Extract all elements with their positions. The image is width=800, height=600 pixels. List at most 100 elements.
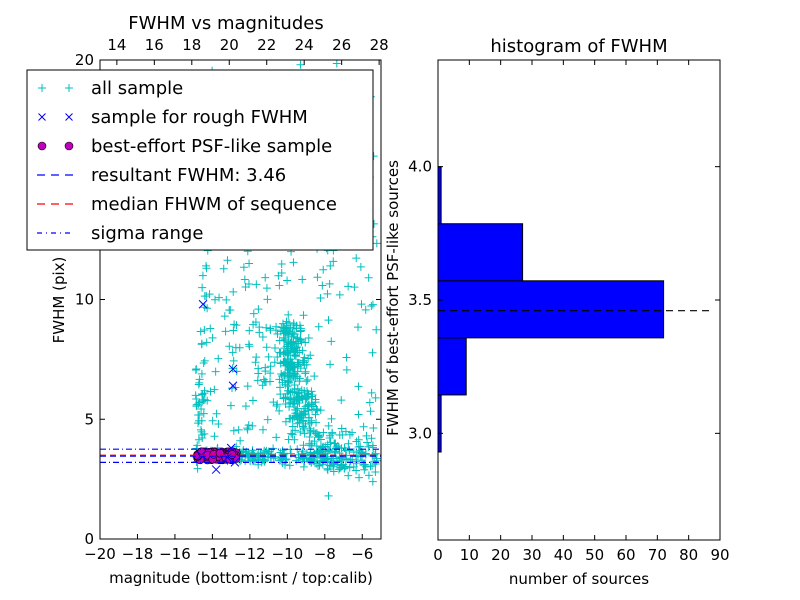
all-sample-point [290,397,299,406]
all-sample-point [357,300,366,309]
all-sample-point [345,463,354,472]
all-sample-point [305,439,314,448]
all-sample-point [198,271,207,280]
all-sample-point [361,462,370,471]
all-sample-point [296,427,305,436]
all-sample-point [263,449,272,458]
all-sample-point [243,382,252,391]
all-sample-point [299,441,308,450]
all-sample-point [337,396,346,405]
all-sample-point [245,259,254,268]
all-sample-point [214,420,223,429]
x-tick-label: 40 [554,546,573,564]
legend-circle-icon [64,141,74,151]
all-sample-point [364,471,373,480]
all-sample-point [198,389,207,398]
all-sample-point [275,406,284,415]
all-sample-point [323,452,332,461]
legend-label: median FHWM of sequence [91,194,337,215]
all-sample-point [290,330,299,339]
all-sample-point [329,257,338,266]
x-tick-label: 20 [491,546,510,564]
all-sample-point [272,401,281,410]
all-sample-point [304,333,313,342]
all-sample-point [274,271,283,280]
x-tick-label: −18 [122,545,154,563]
all-sample-point [289,370,298,379]
all-sample-point [211,295,220,304]
all-sample-point [229,326,238,335]
all-sample-point [296,60,305,69]
all-sample-point [295,358,304,367]
legend-label: sigma range [91,223,203,244]
all-sample-point [302,377,311,386]
all-sample-point [283,276,292,285]
all-sample-point [314,461,323,470]
y-tick-label: 0 [84,530,94,548]
all-sample-point [225,306,234,315]
all-sample-point [341,462,350,471]
histogram-y-label: FWHM of best-effort PSF-like sources [384,160,402,436]
all-sample-point [285,327,294,336]
all-sample-point [352,254,361,263]
all-sample-point [300,404,309,413]
all-sample-point [301,409,310,418]
all-sample-point [305,424,314,433]
legend-entry: resultant FWHM: 3.46 [37,165,286,186]
all-sample-point [229,356,238,365]
all-sample-point [244,340,253,349]
x-tick-label: 70 [648,546,667,564]
all-sample-point [249,309,258,318]
scatter-y-ticks: 0 5 10 20 [75,51,381,548]
all-sample-point [292,352,301,361]
all-sample-point [191,391,200,400]
all-sample-point [313,406,322,415]
all-sample-point [369,424,378,433]
all-sample-point [298,275,307,284]
all-sample-point [200,303,209,312]
all-sample-point [197,369,206,378]
all-sample-point [276,383,285,392]
all-sample-point [264,352,273,361]
all-sample-point [263,295,272,304]
all-sample-point [199,359,208,368]
all-sample-point [292,412,301,421]
all-sample-point [346,456,355,465]
all-sample-point [285,414,294,423]
all-sample-point [200,395,209,404]
all-sample-point [288,422,297,431]
all-sample-point [354,442,363,451]
legend-plus-icon [38,84,46,92]
all-sample-point [319,428,328,437]
all-sample-point [251,318,260,327]
all-sample-point [206,387,215,396]
all-sample-point [198,283,207,292]
all-sample-point [245,326,254,335]
all-sample-point [279,394,288,403]
all-sample-point [261,273,270,282]
all-sample-point [326,261,335,270]
all-sample-point [196,327,205,336]
all-sample-point [324,421,333,430]
all-sample-point [342,365,351,374]
all-sample-point [314,447,323,456]
all-sample-point [302,387,311,396]
legend-label: sample for rough FWHM [91,107,308,128]
all-sample-point [312,442,321,451]
legend-label: all sample [91,78,183,99]
all-sample-point [193,464,202,473]
all-sample-point [248,396,257,405]
all-sample-point [367,434,376,443]
all-sample-point [311,410,320,419]
all-sample-point [284,331,293,340]
histogram-plot: 0 10 20 30 40 50 60 70 80 90 3.0 3.5 4.0 histogram … [384,36,730,588]
all-sample-point [368,300,377,309]
legend-plus-icon [65,84,73,92]
all-sample-point [279,370,288,379]
all-sample-point [249,456,258,465]
all-sample-point [314,433,323,442]
all-sample-point [196,425,205,434]
all-sample-point [318,281,327,290]
all-sample-point [290,380,299,389]
